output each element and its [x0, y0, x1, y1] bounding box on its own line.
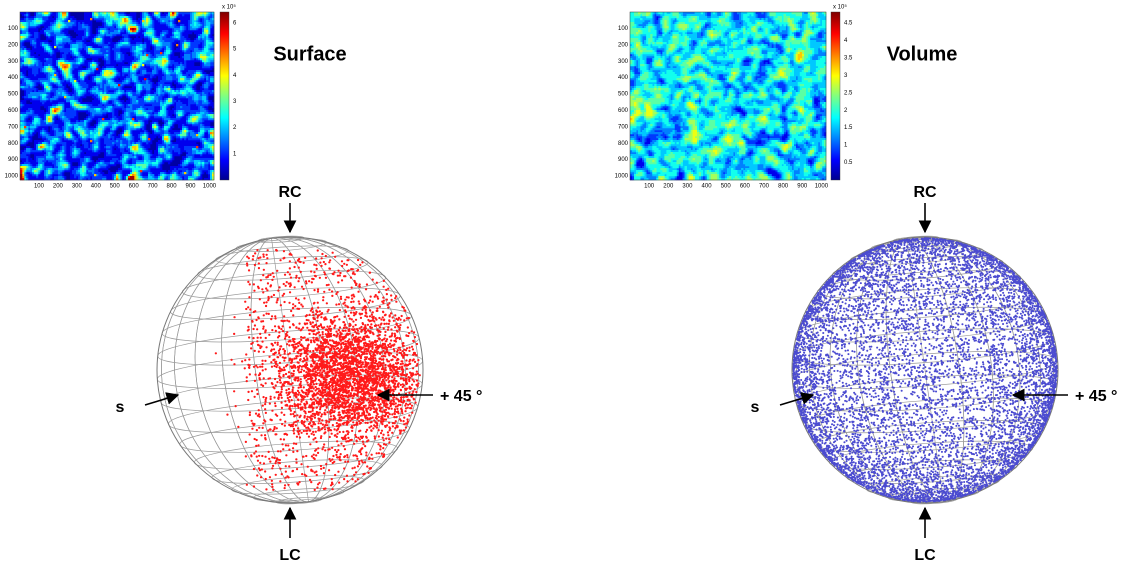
sphere-label-bottom: LC — [914, 547, 936, 564]
y-tick-label: 600 — [618, 108, 629, 114]
x-tick-label: 500 — [721, 184, 732, 190]
colorbar-tick-label: 4 — [844, 38, 848, 44]
y-tick-label: 200 — [8, 42, 19, 48]
x-tick-label: 700 — [759, 184, 770, 190]
colorbar-tick-label: 3.5 — [844, 55, 853, 61]
y-tick-label: 400 — [8, 75, 19, 81]
y-tick-label: 200 — [618, 42, 629, 48]
scatter-points — [792, 237, 1058, 503]
x-tick-label: 300 — [682, 184, 693, 190]
colorbar-tick-label: 4 — [233, 73, 237, 79]
colorbar-exponent: x 10⁵ — [222, 4, 236, 11]
y-tick-label: 800 — [618, 141, 629, 147]
heatmap-cells — [20, 12, 215, 181]
x-tick-label: 200 — [53, 184, 64, 190]
y-tick-label: 100 — [618, 26, 629, 32]
x-tick-label: 600 — [740, 184, 751, 190]
heatmap-cells — [630, 12, 827, 181]
x-tick-label: 1000 — [203, 184, 217, 190]
colorbar — [830, 11, 841, 181]
sphere-label-right: + 45 ° — [440, 388, 482, 405]
x-tick-label: 900 — [797, 184, 808, 190]
y-tick-label: 1000 — [615, 174, 629, 180]
sphere-label-top: RC — [913, 184, 937, 201]
colorbar-tick-label: 4.5 — [844, 21, 853, 27]
colorbar-tick-label: 2 — [844, 108, 848, 114]
x-tick-label: 500 — [110, 184, 121, 190]
parallel — [803, 397, 1054, 434]
colorbar-tick-label: 2.5 — [844, 90, 853, 96]
colorbar-tick-label: 3 — [844, 73, 848, 79]
heatmap-cells — [20, 30, 199, 179]
y-tick-label: 500 — [8, 92, 19, 98]
colorbar-tick-label: 3 — [233, 99, 237, 105]
colorbar-tick-label: 1 — [233, 151, 237, 157]
y-tick-label: 800 — [8, 141, 19, 147]
x-tick-label: 100 — [644, 184, 655, 190]
sphere-label-left: s — [116, 399, 125, 416]
heatmap-cells — [20, 12, 215, 177]
heatmap-cells — [630, 12, 827, 181]
x-tick-label: 700 — [148, 184, 159, 190]
y-tick-label: 400 — [618, 75, 629, 81]
x-tick-label: 800 — [167, 184, 178, 190]
x-tick-label: 400 — [702, 184, 713, 190]
x-tick-label: 800 — [778, 184, 789, 190]
x-tick-label: 300 — [72, 184, 83, 190]
sphere-wireframe — [791, 235, 1059, 505]
panel-title: Volume — [887, 43, 958, 65]
x-tick-label: 200 — [663, 184, 674, 190]
sphere-label-left: s — [751, 399, 760, 416]
heatmap-cells — [20, 12, 215, 181]
x-tick-label: 400 — [91, 184, 102, 190]
y-tick-label: 500 — [618, 92, 629, 98]
colorbar-exponent: x 10⁵ — [833, 4, 847, 11]
y-tick-label: 900 — [8, 157, 19, 163]
arrow — [779, 392, 815, 406]
colorbar-tick-label: 5 — [233, 47, 237, 53]
colorbar-tick-label: 6 — [233, 21, 237, 27]
y-tick-label: 1000 — [5, 174, 19, 180]
heatmap-cells — [20, 12, 215, 181]
x-tick-label: 1000 — [815, 184, 829, 190]
panel-title: Surface — [273, 43, 346, 65]
colorbar-tick-label: 0.5 — [844, 160, 853, 166]
colorbar-tick-label: 1 — [844, 143, 848, 149]
x-tick-label: 600 — [129, 184, 140, 190]
sphere-label-bottom: LC — [279, 547, 301, 564]
scatter-points — [214, 248, 421, 491]
y-tick-label: 300 — [618, 59, 629, 65]
y-tick-label: 100 — [8, 26, 19, 32]
heatmap-cells — [20, 12, 215, 181]
colorbar-tick-label: 2 — [233, 125, 237, 131]
sphere-outline — [791, 236, 1059, 504]
heatmap-frame — [629, 11, 827, 181]
y-tick-label: 600 — [8, 108, 19, 114]
arrow — [144, 392, 180, 406]
heatmap-frame — [19, 11, 215, 181]
sphere-label-right: + 45 ° — [1075, 388, 1117, 405]
y-tick-label: 700 — [618, 124, 629, 130]
colorbar-tick-label: 1.5 — [844, 125, 853, 131]
x-tick-label: 100 — [34, 184, 45, 190]
sphere-outline — [156, 236, 424, 504]
colorbar — [219, 11, 230, 181]
heatmap-cells — [20, 12, 215, 181]
y-tick-label: 700 — [8, 124, 19, 130]
y-tick-label: 900 — [618, 157, 629, 163]
sphere-label-top: RC — [278, 184, 302, 201]
x-tick-label: 900 — [186, 184, 197, 190]
y-tick-label: 300 — [8, 59, 19, 65]
